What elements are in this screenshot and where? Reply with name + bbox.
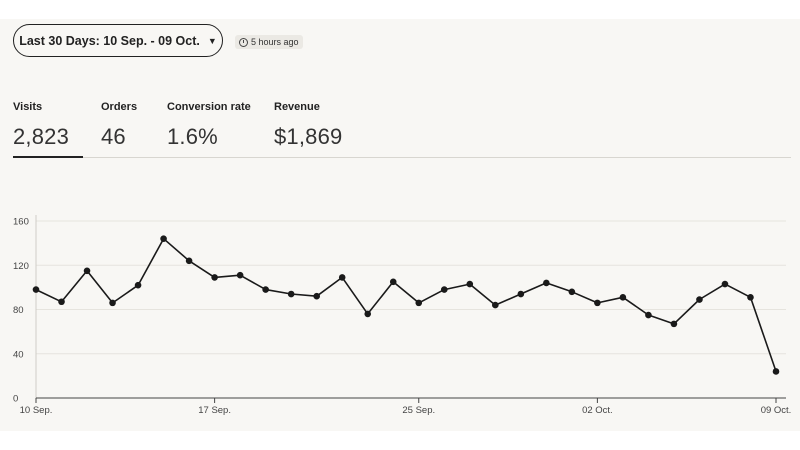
y-tick-label: 80	[13, 305, 24, 316]
date-range-label: Last 30 Days: 10 Sep. - 09 Oct.	[19, 33, 200, 48]
stat-orders[interactable]: Orders 46	[101, 101, 137, 150]
data-point[interactable]	[670, 320, 678, 328]
chart-grid	[36, 220, 786, 355]
data-point[interactable]	[287, 290, 295, 298]
x-tick-label: 17 Sep.	[198, 405, 231, 416]
x-tick-label: 02 Oct.	[582, 405, 613, 416]
data-point[interactable]	[543, 279, 550, 287]
series-line-group	[35, 237, 777, 372]
stat-label: Conversion rate	[167, 101, 251, 113]
x-tick-label: 09 Oct.	[761, 405, 792, 416]
stats-divider	[13, 157, 791, 158]
data-point[interactable]	[389, 278, 397, 286]
data-point[interactable]	[211, 274, 218, 281]
data-point[interactable]	[772, 368, 780, 375]
y-tick-label: 120	[13, 261, 29, 272]
data-point[interactable]	[517, 290, 525, 298]
x-tick-label: 10 Sep.	[20, 405, 53, 416]
data-point[interactable]	[185, 257, 193, 265]
y-axis-ticks: 0 40 80 120 160	[13, 217, 29, 405]
active-stat-indicator	[13, 156, 83, 158]
y-tick-label: 0	[13, 394, 18, 405]
data-point[interactable]	[313, 292, 320, 300]
stat-label: Revenue	[274, 101, 320, 113]
data-point[interactable]	[568, 288, 576, 296]
data-point[interactable]	[594, 299, 601, 307]
data-point[interactable]	[364, 310, 372, 318]
y-tick-label: 160	[13, 217, 29, 228]
data-point[interactable]	[696, 296, 703, 303]
data-point[interactable]	[415, 299, 423, 307]
data-point[interactable]	[338, 274, 346, 281]
clock-icon	[239, 37, 248, 47]
stat-value: 2,823	[13, 124, 70, 149]
data-point[interactable]	[619, 294, 627, 301]
x-tick-label: 25 Sep.	[402, 405, 435, 416]
date-range-selector[interactable]: Last 30 Days: 10 Sep. - 09 Oct. ▼	[13, 24, 223, 57]
data-point[interactable]	[747, 294, 754, 301]
y-tick-label: 40	[13, 349, 24, 360]
stat-value: 46	[101, 124, 126, 149]
last-updated-label: 5 hours ago	[251, 37, 299, 47]
data-point[interactable]	[134, 281, 142, 289]
data-point[interactable]	[109, 299, 116, 307]
caret-down-icon: ▼	[207, 35, 217, 46]
data-point[interactable]	[58, 298, 65, 306]
stat-value: $1,869	[274, 124, 343, 149]
stat-value: 1.6%	[167, 124, 218, 149]
data-point[interactable]	[466, 280, 474, 288]
stat-revenue[interactable]: Revenue $1,869	[274, 101, 343, 150]
data-point[interactable]	[721, 280, 729, 288]
series-line	[35, 237, 777, 372]
stat-label: Visits	[13, 101, 43, 113]
data-point[interactable]	[160, 235, 167, 242]
dashboard-panel	[0, 19, 800, 431]
x-axis-ticks: 10 Sep. 17 Sep. 25 Sep. 02 Oct. 09 Oct.	[20, 398, 792, 416]
data-point[interactable]	[83, 267, 91, 275]
data-point[interactable]	[440, 286, 448, 293]
chart-axes	[35, 215, 786, 399]
data-point[interactable]	[262, 286, 269, 293]
stat-label: Orders	[101, 101, 138, 113]
stat-conversion-rate[interactable]: Conversion rate 1.6%	[167, 101, 251, 150]
stat-visits[interactable]: Visits 2,823	[13, 101, 69, 150]
data-point[interactable]	[32, 286, 40, 293]
last-updated-badge: 5 hours ago	[235, 35, 303, 49]
data-points	[32, 235, 780, 375]
data-point[interactable]	[645, 311, 652, 319]
data-point[interactable]	[492, 301, 499, 309]
data-point[interactable]	[236, 271, 244, 279]
